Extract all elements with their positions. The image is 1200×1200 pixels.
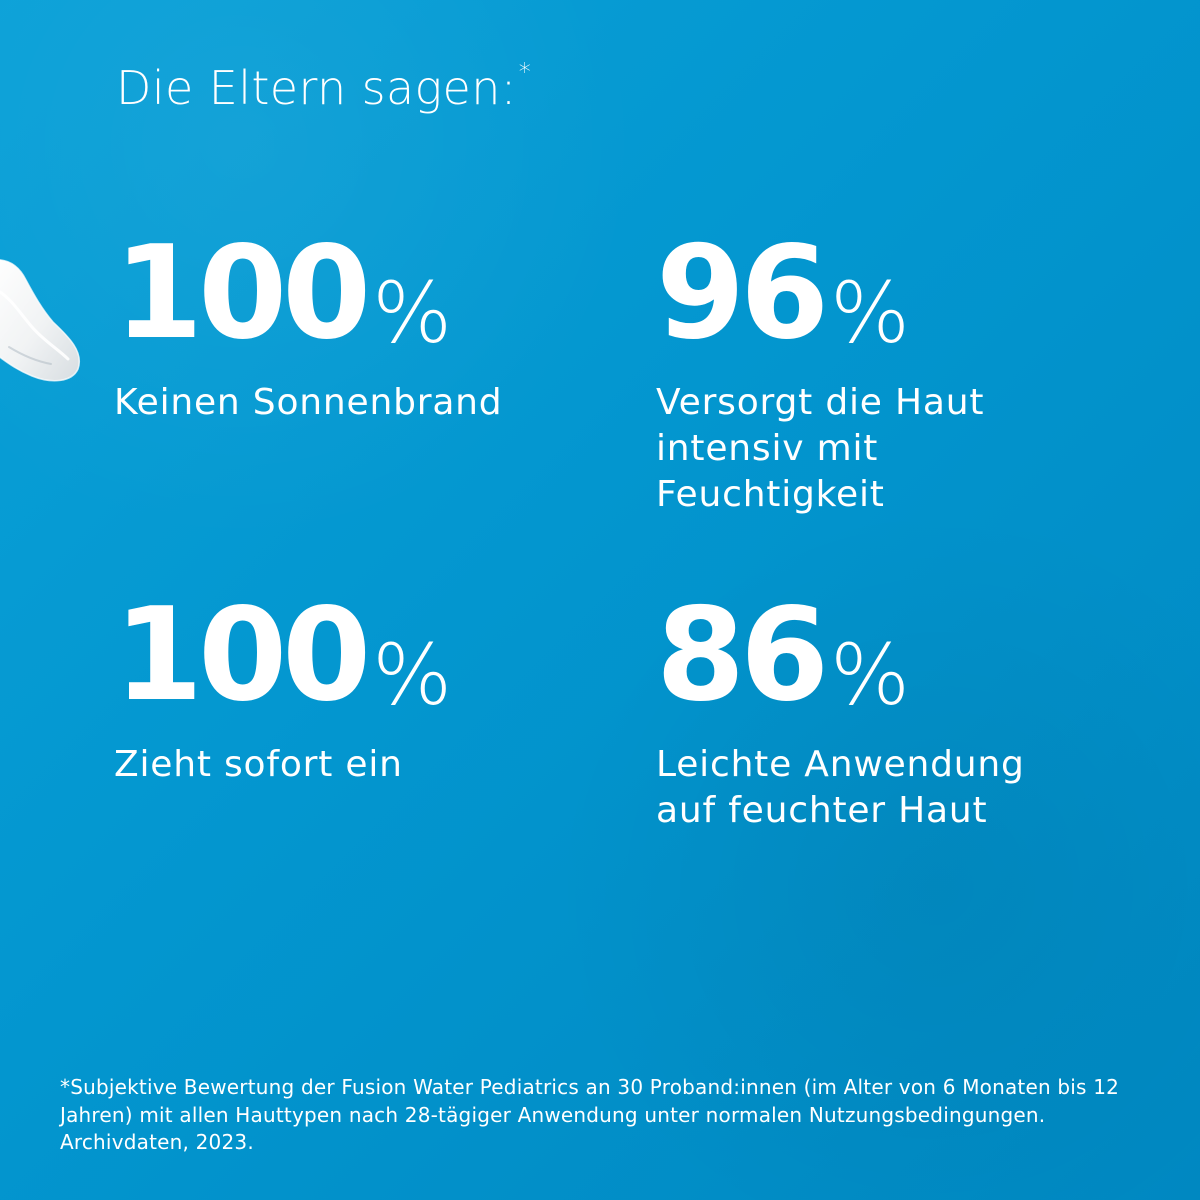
stat-label: Keinen Sonnenbrand <box>114 382 503 423</box>
percent-sign: % <box>372 626 453 724</box>
stat-value-row: 96 % <box>656 219 1126 368</box>
stat-value-row: 100 % <box>114 219 584 368</box>
stat-value-row: 86 % <box>656 581 1126 730</box>
stat-card-hydration: 96 % Versorgt die Haut intensiv mit Feuc… <box>656 219 1126 518</box>
percent-sign: % <box>830 264 910 362</box>
stat-card-absorption: 100 % Zieht sofort ein <box>114 581 584 788</box>
stat-label: Zieht sofort ein <box>114 744 403 785</box>
study-footnote: *Subjektive Bewertung der Fusion Water P… <box>60 1075 1120 1155</box>
stat-card-sunburn: 100 % Keinen Sonnenbrand <box>114 219 584 426</box>
title-asterisk: * <box>518 58 532 86</box>
stat-value-row: 100 % <box>114 581 584 730</box>
page-title: Die Eltern sagen:* <box>116 58 531 115</box>
stat-value: 96 <box>656 219 829 368</box>
stat-value: 86 <box>656 581 829 730</box>
percent-sign: % <box>372 264 453 362</box>
stat-value: 100 <box>114 219 371 368</box>
stat-value: 100 <box>114 581 371 730</box>
cream-drop-icon <box>0 259 81 382</box>
stat-label: Versorgt die Haut intensiv mit Feuchtigk… <box>656 382 985 516</box>
stat-card-wet-skin: 86 % Leichte Anwendung auf feuchter Haut <box>656 581 1126 834</box>
page-title-text: Die Eltern sagen: <box>116 61 517 115</box>
percent-sign: % <box>830 626 910 724</box>
stat-label: Leichte Anwendung auf feuchter Haut <box>656 744 1025 832</box>
